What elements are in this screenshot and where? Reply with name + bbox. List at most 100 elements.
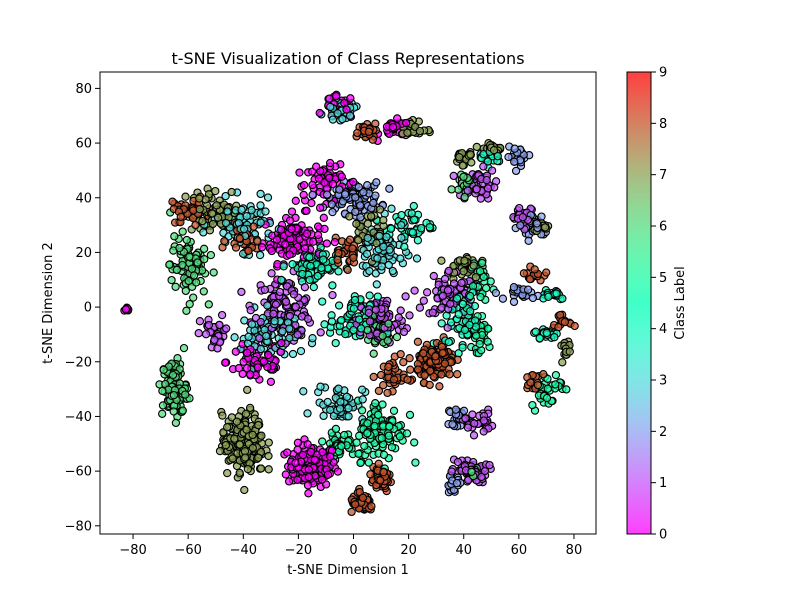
scatter-point <box>484 324 493 333</box>
scatter-point <box>406 365 415 374</box>
scatter-point <box>346 94 355 103</box>
scatter-point <box>204 300 213 309</box>
scatter-point <box>465 320 474 330</box>
scatter-point <box>243 464 253 474</box>
scatter-point <box>350 295 360 305</box>
scatter-point <box>355 315 364 324</box>
scatter-point <box>264 451 273 461</box>
colorbar-label: Class Label <box>673 266 688 339</box>
scatter-point <box>405 354 414 363</box>
scatter-point <box>325 158 335 168</box>
scatter-point <box>447 185 456 194</box>
scatter-point <box>411 458 420 467</box>
scatter-point <box>371 305 380 314</box>
scatter-point <box>405 410 415 420</box>
scatter-point <box>447 467 456 476</box>
scatter-point <box>452 294 462 303</box>
scatter-point <box>267 269 276 278</box>
scatter-point <box>263 193 273 202</box>
scatter-point <box>266 377 276 386</box>
scatter-point <box>518 213 527 222</box>
scatter-point <box>489 146 499 155</box>
scatter-point <box>262 331 271 341</box>
scatter-point <box>560 317 570 327</box>
scatter-point <box>400 242 409 251</box>
scatter-point <box>303 481 313 490</box>
scatter-point <box>472 331 481 340</box>
x-tick-label: 20 <box>400 543 417 558</box>
scatter-point <box>369 349 378 358</box>
scatter-point <box>509 283 519 292</box>
scatter-point <box>379 450 389 459</box>
scatter-point <box>437 303 446 312</box>
scatter-point <box>379 381 388 390</box>
scatter-point <box>379 215 388 225</box>
scatter-point <box>510 144 519 153</box>
scatter-point <box>366 470 375 479</box>
scatter-point <box>235 468 244 478</box>
scatter-point <box>237 287 246 297</box>
scatter-point <box>371 399 380 408</box>
scatter-point <box>457 278 466 288</box>
colorbar-tick-label: 1 <box>659 476 667 491</box>
scatter-point <box>215 446 225 456</box>
scatter-point <box>260 285 270 294</box>
scatter-point <box>247 206 256 215</box>
colorbar-tick-label: 8 <box>659 117 667 132</box>
scatter-point <box>191 220 200 230</box>
scatter-point <box>387 204 396 213</box>
scatter-point <box>470 419 479 428</box>
scatter-point <box>403 128 412 137</box>
scatter-point <box>364 127 374 136</box>
scatter-point <box>469 431 479 440</box>
scatter-point <box>334 301 344 310</box>
scatter-point <box>328 115 338 124</box>
scatter-point <box>376 476 385 485</box>
scatter-point <box>477 258 487 268</box>
scatter-point <box>379 242 388 251</box>
scatter-point <box>231 347 240 356</box>
scatter-point <box>336 397 345 407</box>
colorbar-tick-label: 3 <box>659 374 667 389</box>
scatter-point <box>285 216 295 225</box>
scatter-point <box>337 316 346 325</box>
scatter-point <box>253 363 262 372</box>
scatter-point <box>344 404 353 413</box>
scatter-point <box>352 219 361 228</box>
scatter-point <box>326 452 335 461</box>
scatter-point <box>345 235 355 244</box>
scatter-point <box>461 414 470 423</box>
scatter-point <box>379 468 388 477</box>
scatter-point <box>245 403 255 413</box>
scatter-point <box>504 152 513 162</box>
scatter-point <box>189 206 198 215</box>
scatter-point <box>325 173 334 183</box>
scatter-point <box>375 231 384 241</box>
scatter-point <box>384 319 393 328</box>
scatter-point <box>413 337 423 346</box>
scatter-point <box>349 253 358 262</box>
scatter-point <box>542 328 551 338</box>
scatter-point <box>530 265 539 274</box>
scatter-point <box>466 291 475 301</box>
scatter-point <box>356 324 366 333</box>
scatter-point <box>300 283 310 292</box>
scatter-point <box>184 276 193 286</box>
scatter-point <box>221 358 230 367</box>
colorbar-tick-label: 5 <box>659 271 667 286</box>
scatter-point <box>331 424 341 434</box>
colorbar-tick-label: 4 <box>659 322 667 337</box>
scatter-point <box>535 334 544 343</box>
scatter-point <box>528 400 537 410</box>
scatter-point <box>328 179 338 189</box>
scatter-point <box>362 249 372 259</box>
scatter-point <box>169 407 178 416</box>
scatter-point <box>354 236 363 245</box>
scatter-point <box>363 181 372 190</box>
scatter-point <box>356 213 365 222</box>
scatter-point <box>376 370 386 380</box>
scatter-point <box>475 339 484 349</box>
scatter-point <box>524 236 533 245</box>
scatter-point <box>337 442 346 451</box>
